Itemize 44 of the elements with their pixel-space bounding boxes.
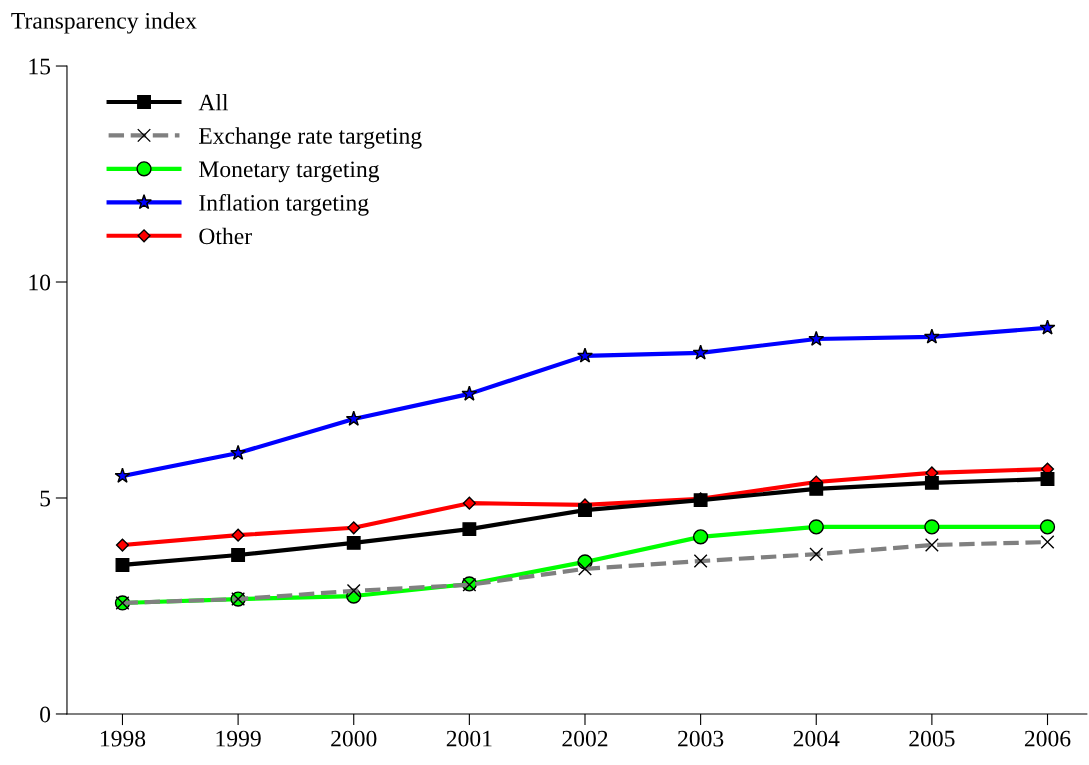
point bbox=[809, 481, 824, 496]
point bbox=[345, 410, 362, 426]
point bbox=[578, 503, 592, 518]
point bbox=[462, 522, 477, 537]
point bbox=[924, 475, 939, 490]
x-tick-label: 1998 bbox=[100, 730, 146, 747]
point bbox=[231, 528, 245, 542]
point bbox=[923, 328, 940, 344]
legend-label: Exchange rate targeting bbox=[199, 127, 422, 149]
point bbox=[231, 548, 246, 562]
point bbox=[808, 519, 824, 535]
y-tick-label: 15 bbox=[29, 58, 51, 75]
point bbox=[114, 467, 131, 483]
point bbox=[1039, 519, 1056, 535]
x-tick-label: 2001 bbox=[446, 730, 492, 747]
point bbox=[347, 521, 361, 535]
legend-label: Other bbox=[199, 227, 252, 245]
point bbox=[692, 529, 709, 545]
point bbox=[808, 330, 825, 346]
x-tick-label: 2003 bbox=[678, 730, 724, 747]
point bbox=[461, 385, 478, 401]
x-tick-label: 2002 bbox=[562, 730, 608, 747]
point bbox=[462, 496, 476, 510]
y-tick-label: 10 bbox=[29, 274, 51, 291]
point bbox=[346, 535, 361, 550]
point bbox=[115, 538, 130, 552]
x-tick-label: 2005 bbox=[909, 730, 955, 747]
point bbox=[692, 344, 709, 360]
y-tick-label: 0 bbox=[40, 706, 51, 723]
point bbox=[115, 557, 130, 572]
legend-label: All bbox=[198, 93, 229, 111]
legend-label: Monetary targeting bbox=[199, 161, 380, 183]
point bbox=[1040, 472, 1055, 486]
y-tick-label: 5 bbox=[40, 490, 51, 507]
point bbox=[230, 444, 247, 460]
legend-label: Inflation targeting bbox=[199, 193, 369, 216]
y-axis-title: Transparency index bbox=[11, 12, 197, 34]
x-tick-label: 2006 bbox=[1024, 730, 1071, 747]
point bbox=[577, 347, 593, 363]
x-tick-label: 1999 bbox=[216, 730, 261, 747]
x-tick-label: 2004 bbox=[793, 730, 840, 747]
point bbox=[924, 519, 940, 535]
point bbox=[1039, 319, 1056, 335]
x-tick-label: 2000 bbox=[331, 730, 377, 747]
